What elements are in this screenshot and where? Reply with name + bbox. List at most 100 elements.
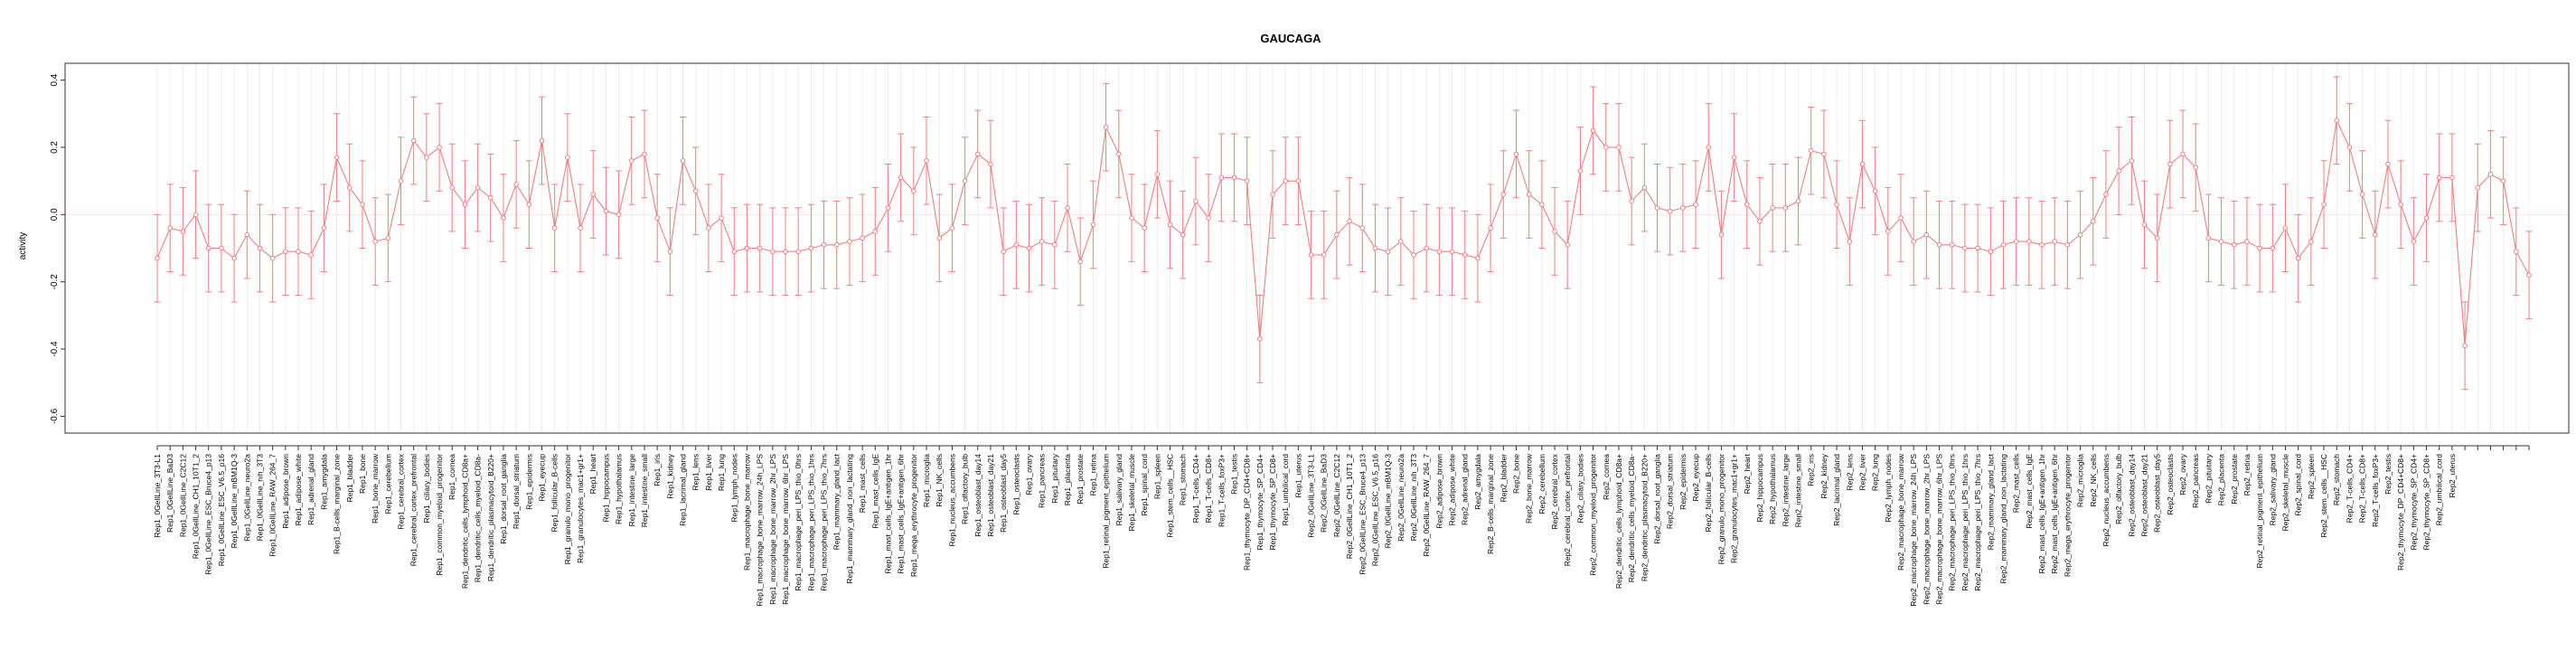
x-tick-label: Rep2_T-cells_CD8+ xyxy=(2358,454,2367,523)
x-tick-label: Rep2_spinal_cord xyxy=(2294,454,2303,516)
y-axis: -0.6 -0.4 -0.2 0.0 0.2 0.4 xyxy=(50,73,65,424)
data-point xyxy=(2372,231,2378,238)
x-tick-label: Rep2_ciliary_bodies xyxy=(1575,454,1584,524)
data-point xyxy=(2308,239,2314,244)
y-tick-label: 0.0 xyxy=(50,208,60,221)
x-tick-label: Rep1_0GellLine_neuro2a xyxy=(242,454,251,542)
data-point xyxy=(2052,239,2057,244)
x-tick-label: Rep1_liver xyxy=(704,454,713,491)
data-point xyxy=(654,215,660,221)
x-tick-label: Rep2_lacrimal_gland xyxy=(1832,454,1841,526)
x-tick-label: Rep2_T-cells_foxP3+ xyxy=(2371,454,2380,527)
x-tick-label: Rep2_stem_cells__HSC xyxy=(2319,454,2328,538)
x-tick-label: Rep1_thymocyte_SP_CD4+ xyxy=(1255,454,1264,551)
data-point xyxy=(2218,239,2224,244)
data-point xyxy=(1065,205,1070,211)
x-tick-label: Rep1_lung xyxy=(717,454,726,491)
x-tick-label: Rep2_intestine_small xyxy=(1794,454,1803,527)
x-tick-label: Rep2_skeletal_muscle xyxy=(2281,454,2290,532)
data-point xyxy=(1321,252,1327,258)
data-point xyxy=(2129,158,2135,164)
x-tick-label: Rep2_microglia xyxy=(2076,454,2085,507)
y-tick-label: -0.6 xyxy=(50,408,60,424)
x-tick-label: Rep1_dendritic_cells_lymphoid_CD8a+ xyxy=(460,454,469,589)
x-tick-label: Rep2_osteoblast_day21 xyxy=(2139,454,2148,537)
data-point xyxy=(1372,245,1378,251)
x-tick-label: Rep2_mast_cells xyxy=(2012,454,2021,513)
data-point xyxy=(283,249,288,255)
x-tick-label: Rep2_osteoclasts xyxy=(2166,454,2175,515)
chart-title: GAUCAGA xyxy=(1260,32,1321,45)
x-tick-label: Rep1_adipose_white xyxy=(294,454,303,526)
data-point xyxy=(1629,198,1634,204)
x-tick-label: Rep1_follicular_B-cells xyxy=(550,454,559,532)
data-point xyxy=(795,249,801,255)
data-point xyxy=(988,161,993,167)
data-point xyxy=(2526,272,2532,278)
x-tick-label: Rep1_thymocyte_DP_CD4+CD8+ xyxy=(1243,454,1252,571)
data-point xyxy=(2026,239,2032,244)
x-tick-label: Rep1_0GellLine_BaD3 xyxy=(165,454,174,533)
x-tick-label: Rep1_granulo_mono_progenitor xyxy=(563,454,572,565)
data-point xyxy=(410,137,417,144)
data-point xyxy=(334,155,340,160)
x-tick-label: Rep2_thymocyte_DP_CD4+CD8+ xyxy=(2396,454,2405,571)
x-tick-label: Rep1_dorsal_striatum xyxy=(512,454,521,529)
data-point xyxy=(2000,241,2007,248)
data-point xyxy=(501,215,506,221)
x-tick-label: Rep1_nucleus_accumbens xyxy=(947,454,956,547)
data-point xyxy=(821,241,827,248)
data-point xyxy=(155,255,160,261)
x-tick-label: Rep1_0GellLine_RAW_264_7 xyxy=(268,454,277,557)
x-tick-label: Rep1_pituitary xyxy=(1050,453,1059,504)
data-point xyxy=(2487,171,2494,177)
x-tick-label: Rep1_0GellLine_C2C12 xyxy=(178,454,187,537)
x-tick-label: Rep1_macrophage_bone_marrow_24h_LPS xyxy=(756,454,765,607)
x-tick-label: Rep1_prostate xyxy=(1076,454,1085,505)
data-point xyxy=(1513,151,1519,157)
x-tick-label: Rep2_0GellLine_BaD3 xyxy=(1320,454,1329,533)
x-tick-label: Rep1_osteoclasts xyxy=(1011,454,1020,515)
x-tick-label: Rep2_spleen xyxy=(2307,454,2316,499)
x-tick-label: Rep2_retina xyxy=(2242,454,2252,496)
data-point xyxy=(936,235,943,241)
data-point xyxy=(1577,168,1584,174)
x-tick-label: Rep1_amygdala xyxy=(319,454,328,510)
x-tick-label: Rep2_iris xyxy=(1807,454,1816,486)
data-point xyxy=(1142,225,1147,231)
data-point xyxy=(487,194,494,201)
x-tick-label: Rep2_common_myeloid_progenitor xyxy=(1589,454,1598,576)
data-point xyxy=(1782,205,1789,211)
x-tick-label: Rep2_macrophage_peri_LPS_thio_1hrs xyxy=(1960,454,1970,591)
x-tick-label: Rep1_testis xyxy=(1229,454,1238,495)
y-axis-label: activity xyxy=(18,232,28,260)
x-tick-label: Rep1_cornea xyxy=(447,454,456,500)
data-point xyxy=(1654,205,1660,211)
data-point xyxy=(603,208,609,214)
data-point xyxy=(1398,239,1404,244)
x-tick-label: Rep1_salivary_gland xyxy=(1114,454,1123,526)
data-point xyxy=(526,202,532,207)
x-axis: Rep1_0GellLine_3T3-L1 Rep1_0GellLine_BaD3… xyxy=(153,445,2530,607)
x-tick-label: Rep2_dendritic_cells_myeloid_CD8a- xyxy=(1627,454,1636,582)
data-point xyxy=(2141,222,2148,228)
x-tick-label: Rep1_thymocyte_SP_CD8+ xyxy=(1268,454,1277,551)
x-tick-label: Rep1_T-cells_CD4+ xyxy=(1191,454,1200,523)
data-point xyxy=(719,215,724,221)
data-point xyxy=(833,241,840,248)
x-tick-label: Rep1_dorsal_root_ganglia xyxy=(499,454,508,544)
x-tick-label: Rep1_lacrimal_gland xyxy=(679,454,688,526)
data-point xyxy=(1565,241,1571,248)
x-tick-label: Rep1_umbilical_cord xyxy=(1281,454,1290,526)
data-point xyxy=(1667,208,1673,214)
series-line xyxy=(156,118,2530,346)
x-tick-label: Rep1_heart xyxy=(588,453,597,494)
x-tick-label: Rep2_stomach xyxy=(2332,454,2341,505)
x-tick-label: Rep1_intestine_large xyxy=(627,454,636,527)
data-point xyxy=(1590,127,1596,134)
data-point xyxy=(1244,178,1250,184)
x-tick-label: Rep2_heart xyxy=(1743,453,1752,494)
data-point xyxy=(731,249,738,255)
data-point xyxy=(1449,249,1455,255)
x-tick-label: Rep1_eyecup xyxy=(538,454,547,502)
